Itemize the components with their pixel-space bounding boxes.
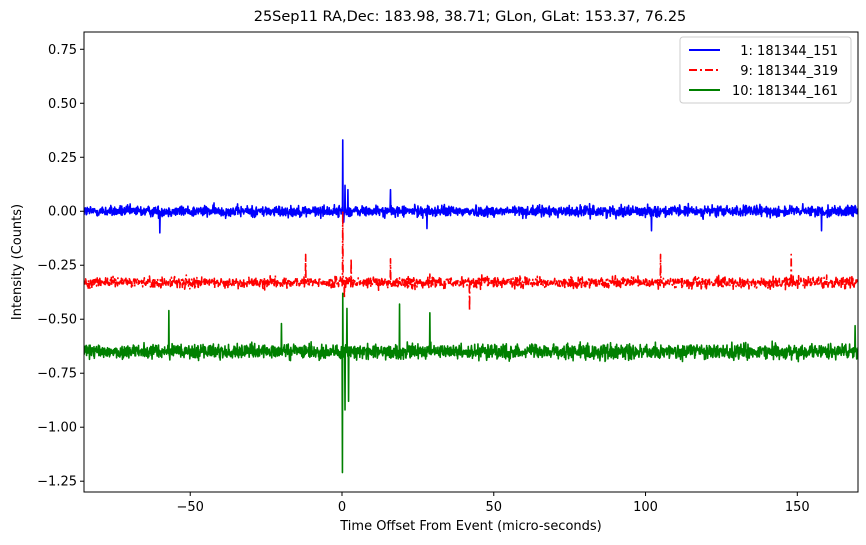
y-tick-label: −0.50 — [37, 313, 77, 328]
x-axis-label: Time Offset From Event (micro-seconds) — [339, 519, 602, 534]
x-axis: −50 0 50 100 150 — [177, 492, 810, 515]
x-tick-label: 0 — [338, 500, 346, 515]
legend-label-series-1: 1: 181344_151 — [732, 44, 838, 59]
plot-area: −50 0 50 100 150 −1.25 −1.00 −0.75 −0.50 −0.25 0.… — [37, 31, 859, 515]
y-tick-label: −1.00 — [37, 421, 77, 436]
series-line-1 — [84, 139, 858, 234]
series-line-3 — [84, 292, 858, 474]
x-tick-label: 100 — [633, 500, 658, 515]
x-tick-label: −50 — [177, 500, 204, 515]
y-tick-label: 0.75 — [48, 43, 77, 58]
y-axis-label: Intensity (Counts) — [10, 204, 25, 320]
y-tick-label: −0.75 — [37, 367, 77, 382]
chart-title: 25Sep11 RA,Dec: 183.98, 38.71; GLon, GLa… — [254, 9, 687, 25]
x-tick-label: 50 — [485, 500, 502, 515]
series-line-2 — [84, 210, 858, 312]
y-tick-label: −1.25 — [37, 475, 77, 490]
y-tick-label: −0.25 — [37, 259, 77, 274]
legend-box — [679, 36, 852, 104]
series-group — [84, 139, 858, 474]
y-tick-label: 0.25 — [48, 151, 77, 166]
legend-label-series-9: 9: 181344_319 — [732, 64, 838, 79]
legend-label-series-10: 10: 181344_161 — [732, 84, 838, 99]
y-tick-label: 0.50 — [48, 97, 77, 112]
legend: 1: 181344_151 9: 181344_319 10: 181344_1… — [679, 36, 852, 104]
plot-frame — [83, 31, 859, 493]
y-tick-label: 0.00 — [48, 205, 77, 220]
y-axis: −1.25 −1.00 −0.75 −0.50 −0.25 0.00 0.25 0.50 0.7… — [37, 43, 84, 490]
x-tick-label: 150 — [785, 500, 810, 515]
